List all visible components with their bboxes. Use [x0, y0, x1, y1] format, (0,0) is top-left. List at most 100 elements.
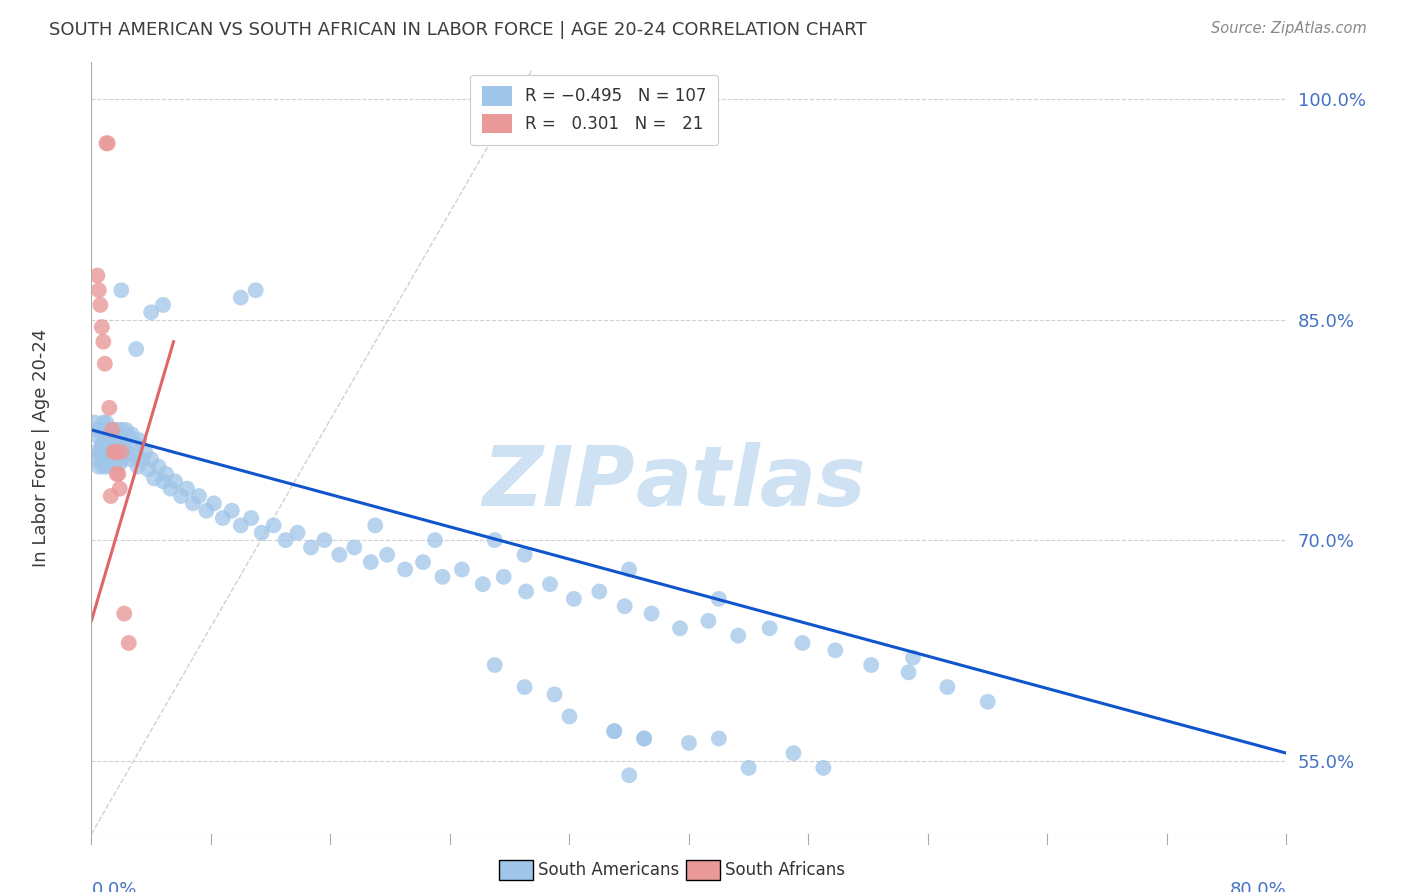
Point [86, 268, 108, 283]
Point [633, 731, 655, 746]
Point [87, 430, 110, 444]
Point [543, 687, 565, 701]
Point [299, 541, 322, 555]
Point [112, 442, 135, 456]
Text: Source: ZipAtlas.com: Source: ZipAtlas.com [1211, 21, 1367, 36]
Point [195, 504, 218, 518]
Text: ZIP: ZIP [482, 442, 636, 524]
Point [96, 430, 118, 444]
Point [121, 427, 143, 442]
Point [619, 562, 641, 576]
Point [360, 555, 382, 569]
Point [274, 533, 297, 547]
Point [98, 423, 121, 437]
Point [513, 548, 536, 562]
Point [110, 283, 132, 297]
Text: SOUTH AMERICAN VS SOUTH AFRICAN IN LABOR FORCE | AGE 20-24 CORRELATION CHART: SOUTH AMERICAN VS SOUTH AFRICAN IN LABOR… [49, 21, 868, 38]
Point [110, 452, 132, 467]
Point [707, 731, 730, 746]
Point [94, 423, 117, 437]
Point [159, 482, 181, 496]
Point [492, 570, 515, 584]
Point [901, 650, 924, 665]
Point [127, 459, 149, 474]
Point [737, 761, 759, 775]
Point [513, 680, 536, 694]
Point [792, 636, 814, 650]
Point [93, 459, 115, 474]
Point [89, 445, 111, 459]
Point [131, 452, 153, 467]
Point [471, 577, 494, 591]
Point [484, 533, 506, 547]
Point [125, 342, 148, 356]
Point [90, 437, 112, 451]
Point [118, 430, 141, 444]
Text: South Africans: South Africans [725, 861, 845, 879]
Point [87, 283, 110, 297]
Point [94, 357, 117, 371]
Point [97, 423, 120, 437]
Point [263, 518, 285, 533]
Point [188, 489, 211, 503]
Text: 80.0%: 80.0% [1230, 881, 1286, 892]
Point [108, 457, 131, 471]
Point [976, 695, 998, 709]
Point [163, 475, 186, 489]
Point [107, 433, 129, 447]
Point [170, 489, 193, 503]
Point [90, 320, 112, 334]
Point [211, 511, 233, 525]
Point [97, 452, 120, 467]
Point [132, 863, 155, 878]
Point [202, 496, 225, 510]
Point [669, 621, 692, 635]
Point [782, 746, 804, 760]
Point [90, 423, 112, 437]
Point [114, 423, 136, 437]
Point [328, 548, 350, 562]
Point [110, 445, 132, 459]
Point [101, 430, 124, 444]
Point [105, 423, 128, 437]
Point [707, 591, 730, 606]
Point [97, 136, 120, 151]
Point [100, 423, 122, 437]
Point [250, 525, 273, 540]
Text: South Americans: South Americans [538, 861, 679, 879]
Point [101, 423, 124, 437]
Point [96, 459, 118, 474]
Point [125, 863, 148, 878]
Point [538, 577, 561, 591]
Point [125, 437, 148, 451]
Point [640, 607, 662, 621]
Point [245, 283, 267, 297]
Point [364, 518, 387, 533]
Point [562, 591, 585, 606]
Text: atlas: atlas [636, 442, 866, 524]
Point [103, 445, 125, 459]
Point [588, 584, 610, 599]
Point [93, 334, 115, 349]
Point [105, 445, 128, 459]
Point [619, 768, 641, 782]
Point [108, 482, 131, 496]
Legend: R = −0.495   N = 107, R =   0.301   N =   21: R = −0.495 N = 107, R = 0.301 N = 21 [470, 75, 718, 145]
Point [93, 416, 115, 430]
Point [118, 636, 141, 650]
Point [633, 731, 655, 746]
Point [613, 599, 636, 614]
Point [134, 445, 156, 459]
Point [287, 525, 309, 540]
Point [87, 459, 110, 474]
Text: In Labor Force | Age 20-24: In Labor Force | Age 20-24 [32, 329, 51, 567]
Point [105, 467, 128, 481]
Point [128, 433, 150, 447]
Point [412, 555, 434, 569]
Point [229, 291, 252, 305]
Point [96, 416, 118, 430]
Point [94, 437, 117, 451]
Point [181, 496, 204, 510]
Point [176, 482, 198, 496]
Point [558, 709, 581, 723]
